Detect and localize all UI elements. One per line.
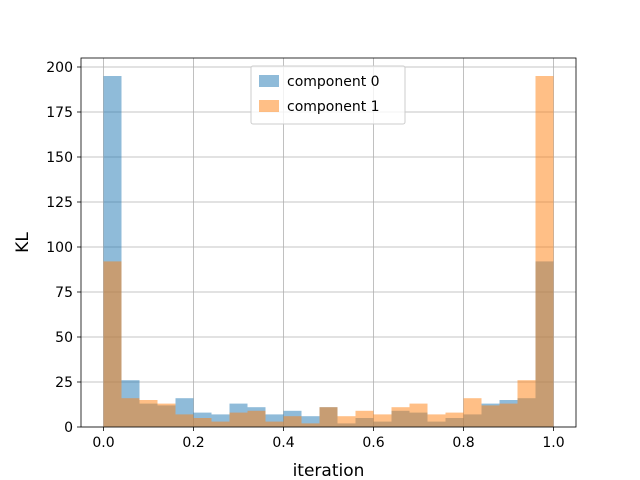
- x-tick-label: 0.2: [182, 435, 204, 451]
- ticks-layer: 0.0 0.2 0.4 0.6 0.8 1.0 0 25 50 75 100 125 150 175 200: [46, 60, 564, 451]
- y-tick-label: 125: [46, 195, 73, 211]
- legend-label: component 1: [287, 99, 380, 115]
- x-axis-label: iteration: [293, 461, 365, 480]
- histogram-bar-component-1: [463, 398, 482, 427]
- histogram-bar-component-1: [247, 410, 266, 427]
- histogram-bar-component-1: [139, 400, 158, 427]
- histogram-bar-component-1: [283, 416, 302, 427]
- histogram-bar-component-1: [193, 418, 212, 427]
- histogram-bar-component-1: [409, 403, 428, 427]
- histogram-bar-component-1: [427, 414, 446, 427]
- y-tick-label: 175: [46, 105, 73, 121]
- histogram-bar-component-1: [157, 403, 176, 427]
- histogram-bar-component-1: [373, 414, 392, 427]
- histogram-bar-component-1: [301, 423, 320, 427]
- histogram-bar-component-1: [517, 380, 536, 427]
- legend-label: component 0: [287, 74, 380, 90]
- histogram-bar-component-1: [211, 421, 230, 427]
- histogram-bar-component-1: [391, 407, 410, 427]
- x-tick-label: 0.0: [92, 435, 114, 451]
- x-tick-label: 0.6: [362, 435, 384, 451]
- x-tick-label: 1.0: [542, 435, 564, 451]
- y-axis-label: KL: [13, 232, 33, 253]
- x-tick-label: 0.8: [452, 435, 474, 451]
- histogram-bar-component-1: [337, 416, 356, 427]
- bars-layer: [103, 76, 554, 427]
- legend-box: [250, 65, 406, 125]
- histogram-bar-component-1: [355, 410, 374, 427]
- y-tick-label: 150: [46, 150, 73, 166]
- histogram-bar-component-1: [121, 398, 140, 427]
- y-tick-label: 200: [46, 60, 73, 76]
- histogram-bar-component-1: [265, 421, 284, 427]
- histogram-bar-component-0: [301, 416, 320, 427]
- histogram-bar-component-1: [319, 407, 338, 427]
- histogram-bar-component-1: [175, 414, 194, 427]
- histogram-bar-component-1: [445, 412, 464, 427]
- y-tick-label: 0: [64, 420, 73, 436]
- y-tick-label: 75: [55, 285, 73, 301]
- plot-frame: [80, 57, 577, 428]
- legend-swatch: [259, 100, 279, 112]
- x-tick-label: 0.4: [272, 435, 294, 451]
- legend: component 0 component 1: [250, 65, 406, 125]
- histogram-bar-component-1: [481, 405, 500, 427]
- y-tick-label: 100: [46, 240, 73, 256]
- histogram-bar-component-1: [499, 403, 518, 427]
- histogram-bar-component-1: [103, 261, 122, 427]
- legend-swatch: [259, 75, 279, 87]
- y-tick-label: 25: [55, 375, 73, 391]
- y-tick-label: 50: [55, 330, 73, 346]
- histogram-bar-component-1: [535, 76, 554, 427]
- histogram-bar-component-1: [229, 412, 248, 427]
